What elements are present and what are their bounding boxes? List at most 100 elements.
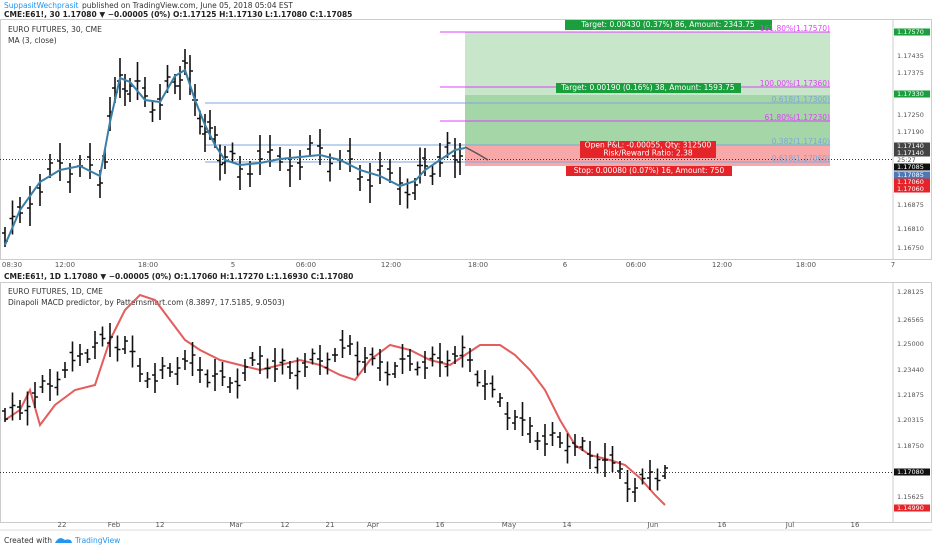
target-near-box [556,83,741,93]
created: Created with [4,536,52,545]
time-label: 18:00 [796,261,816,269]
bottom-title: EURO FUTURES, 1D, CME [8,287,103,296]
fib-label: 0.618(1.17300) [772,95,830,104]
fib-label: 0.382(1.17140) [772,137,830,146]
price-label-box [894,504,930,512]
stop: Stop: 0.00080 (0.07%) 16, Amount: 750 [574,166,725,175]
price-label: 1.17570 [897,28,924,36]
time-label: 6 [563,261,568,269]
price-label: 1.25000 [897,340,924,348]
open-pl: Open P&L: -0.00055, Qty: 312500 [585,141,712,150]
price-label-box [894,178,930,186]
time-label: 18:00 [468,261,488,269]
time-label: 22 [58,521,67,529]
top-price-labels: 1.17570 1.17435 1.17375 1.17330 1.17250 1.171… [894,28,930,252]
price-label: 1.17435 [897,52,924,60]
time-label: 06:00 [296,261,316,269]
price-label: 1.17250 [897,111,924,119]
time-label: 5 [231,261,235,269]
target-far-box [565,20,772,30]
price-label-box [894,156,930,164]
time-label: 21 [326,521,335,529]
time-label: 14 [563,521,572,529]
target-near: Target: 0.00190 (0.16%) 38, Amount: 1593… [560,83,735,92]
price-label: 1.28125 [897,288,924,296]
stop-box [566,166,732,176]
time-label: 12 [281,521,290,529]
price-label-box [894,142,930,150]
price-label: 1.17080 [897,468,924,476]
price-label: 1.15625 [897,493,924,501]
time-label: Mar [229,521,242,529]
time-label: 16 [436,521,445,529]
time-label: 06:00 [626,261,646,269]
price-label-box [894,163,930,171]
target-far: Target: 0.00430 (0.37%) 86, Amount: 2343… [580,20,755,29]
top-title: EURO FUTURES, 30, CME [8,25,102,34]
price-label: 25:27 [897,156,916,164]
price-label: 1.17140 [897,142,924,150]
time-label: 12 [156,521,165,529]
time-label: May [502,521,516,529]
price-label: 1.17060 [897,178,924,186]
price-label: 1.17140 [897,149,924,157]
bottom-price-labels: 1.28125 1.26565 1.25000 1.23440 1.21875 1.203… [894,288,930,512]
bottom-indicator: Dinapoli MACD predictor, by Patternsmart… [8,298,285,307]
bottom-legend: CME:E61!, 1D 1.17080 ▼ −0.00005 (0%) O:1… [4,272,353,281]
price-label-box [894,28,930,36]
price-label-box [894,149,930,157]
price-label-box [894,171,930,179]
time-label: Jun [647,521,659,529]
time-label: 16 [718,521,727,529]
price-label: 1.20315 [897,416,924,424]
fib-label: 61.80%(1.17230) [765,113,831,122]
top-time-labels: 08:30 12:00 18:00 5 06:00 12:00 18:00 6 06:00 12:… [2,261,895,269]
top-indicator: MA (3, close) [8,36,57,45]
price-label: 1.17330 [897,90,924,98]
price-label: 1.17085 [897,171,924,179]
ma-line [4,68,466,246]
price-label: 1.17190 [897,128,924,136]
macd-predictor-line [4,293,666,506]
fib-label: 0.618(1.17060) [772,154,830,163]
price-label: 1.16810 [897,225,924,233]
price-label: 1.23440 [897,366,924,374]
time-label: Apr [367,521,379,529]
price-label: 1.17375 [897,69,924,77]
time-label: 12:00 [381,261,401,269]
bottom-time-labels: 22 Feb 12 Mar 12 21 Apr 16 May 14 Jun 16 Jul 16 [58,521,860,529]
time-label: 18:00 [138,261,158,269]
price-label: 1.26565 [897,316,924,324]
price-label: 1.17060 [897,185,924,193]
time-label: 08:30 [2,261,22,269]
time-label: 12:00 [712,261,732,269]
price-label-box [894,90,930,98]
price-label: 1.16875 [897,201,924,209]
time-label: 16 [851,521,860,529]
pl-box [580,141,716,158]
price-label: 1.21875 [897,391,924,399]
logo [55,538,72,543]
price-label-box [894,185,930,193]
time-label: Feb [108,521,121,529]
fib-label: 100.00%(1.17360) [760,79,830,88]
published: published on TradingView.com, June 05, 2… [82,1,293,10]
time-label: Jul [785,521,795,529]
price-label-box [894,468,930,476]
time-label: 7 [891,261,895,269]
price-label: 1.14990 [897,504,924,512]
top-legend: CME:E61!, 30 1.17080 ▼ −0.00005 (0%) O:1… [4,10,352,19]
author[interactable]: SuppasitWechprasit [4,1,78,10]
price-bars [2,323,668,502]
price-label: 1.18750 [897,442,924,450]
fib-label: 161.80%(1.17570) [760,24,830,33]
time-label: 12:00 [55,261,75,269]
risk-reward: Risk/Reward Ratio: 2.38 [603,149,692,158]
fib-labels: 161.80%(1.17570) 100.00%(1.17360) 0.618(1.… [760,24,830,163]
price-label: 1.16750 [897,244,924,252]
brand[interactable]: TradingView [74,536,120,545]
price-label: 1.17085 [897,163,924,171]
projection [464,146,489,161]
fib-lines [205,31,830,163]
